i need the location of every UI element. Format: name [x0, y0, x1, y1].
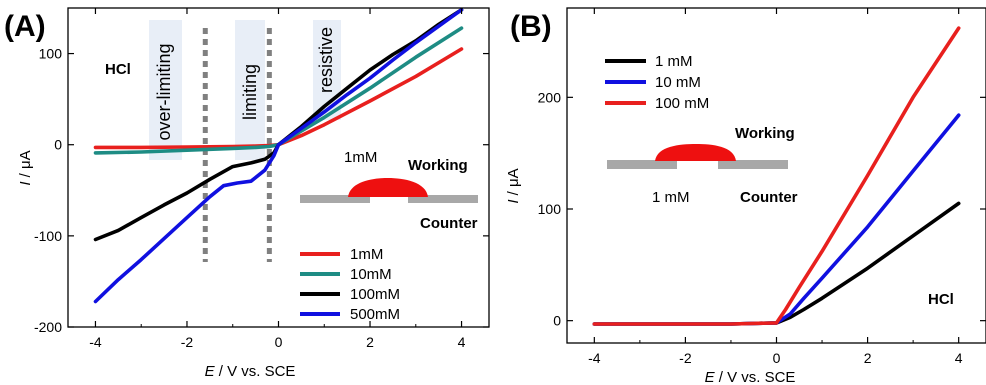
electrode-schematic-a: 1mM Working Counter: [300, 149, 478, 232]
panel-a-label: (A): [4, 10, 46, 43]
schematic-working-a: Working: [408, 157, 468, 174]
droplet-b: [655, 144, 736, 161]
panel-a: (A) over-limiting limiting resistive -4 -2 0…: [4, 7, 490, 380]
x-tick-label: -4: [588, 350, 601, 366]
region-label-limiting: limiting: [240, 64, 260, 120]
x-tick-label: -2: [181, 334, 194, 350]
schematic-counter-b: Counter: [740, 189, 798, 206]
axes-b: -4 -2 0 2 4 0 100 200 E / V vs. SCE I / μA: [505, 7, 986, 385]
schematic-counter-a: Counter: [420, 215, 478, 232]
series-lines-b: [592, 26, 961, 326]
x-axis-label: E / V vs. SCE: [705, 369, 796, 385]
series-line-1mm: [592, 201, 961, 326]
y-axis-label: I / μA: [505, 168, 522, 203]
x-tick-label: 4: [458, 334, 466, 350]
region-labels: over-limiting limiting resistive: [154, 27, 336, 141]
working-electrode-a: [300, 195, 370, 203]
y-tick-label: -100: [34, 228, 62, 244]
droplet-a: [348, 178, 428, 197]
region-boundaries: [202, 28, 272, 262]
schematic-concentration-b: 1 mM: [652, 189, 690, 206]
working-electrode-b: [607, 160, 677, 169]
y-tick-label: 0: [553, 313, 561, 329]
plot-frame: [566, 7, 986, 344]
series-line-500mm: [93, 8, 464, 304]
y-tick-label: 100: [538, 201, 562, 217]
axes-a: -4 -2 0 2 4 -200 -100 0 100 E / V vs. SCE I / μA: [17, 7, 490, 380]
series-line-100mm: [592, 26, 961, 326]
counter-electrode-a: [408, 195, 478, 203]
x-tick-label: -4: [89, 334, 102, 350]
legend-label: 10mM: [350, 266, 392, 283]
y-tick-label: 100: [39, 46, 63, 62]
x-tick-label: 0: [773, 350, 781, 366]
legend-label: 500mM: [350, 306, 400, 323]
legend-label: 100mM: [350, 286, 400, 303]
y-tick-label: -200: [34, 319, 62, 335]
x-tick-label: 0: [275, 334, 283, 350]
electrolyte-label-b: HCl: [928, 291, 954, 308]
counter-electrode-b: [718, 160, 788, 169]
legend-label: 1mM: [350, 246, 383, 263]
y-axis-label: I / μA: [17, 150, 34, 185]
region-over-limiting-bg: [149, 20, 182, 160]
y-tick-label: 200: [538, 89, 562, 105]
legend-label: 10 mM: [655, 74, 701, 91]
x-tick-label: -2: [679, 350, 692, 366]
series-line-10mm: [93, 26, 464, 155]
y-tick-label: 0: [54, 137, 62, 153]
legend-a: 1mM 10mM 100mM 500mM: [300, 246, 400, 323]
legend-label: 1 mM: [655, 53, 693, 70]
x-tick-label: 2: [366, 334, 374, 350]
region-limiting-bg: [235, 20, 265, 160]
panel-b: (B) -4 -2 0 2 4 0 100 200 E / V vs. SCE I / μA 1 …: [505, 7, 986, 385]
schematic-concentration-a: 1mM: [344, 149, 377, 166]
electrode-schematic-b: Working 1 mM Counter: [607, 125, 798, 206]
region-label-resistive: resistive: [316, 27, 336, 93]
region-label-over-limiting: over-limiting: [154, 43, 174, 140]
panel-b-label: (B): [510, 10, 552, 43]
electrolyte-label-a: HCl: [105, 61, 131, 78]
series-lines-a: [93, 8, 464, 304]
x-tick-label: 2: [864, 350, 872, 366]
schematic-working-b: Working: [735, 125, 795, 142]
legend-label: 100 mM: [655, 95, 709, 112]
series-line-10mm: [592, 113, 961, 326]
x-axis-label: E / V vs. SCE: [205, 363, 296, 380]
legend-b: 1 mM 10 mM 100 mM: [605, 53, 709, 112]
x-tick-label: 4: [955, 350, 963, 366]
